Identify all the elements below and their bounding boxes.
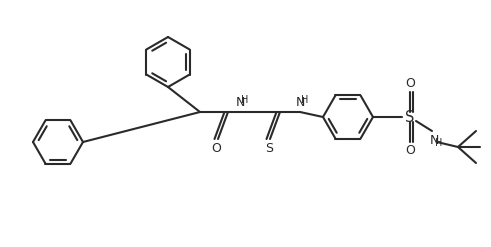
Text: O: O bbox=[211, 143, 221, 156]
Text: O: O bbox=[405, 77, 415, 89]
Text: H: H bbox=[436, 138, 443, 148]
Text: O: O bbox=[405, 144, 415, 158]
Text: N: N bbox=[429, 135, 438, 147]
Text: S: S bbox=[405, 109, 415, 124]
Text: N: N bbox=[235, 96, 245, 108]
Text: H: H bbox=[241, 95, 248, 105]
Text: S: S bbox=[265, 143, 273, 156]
Text: N: N bbox=[295, 96, 305, 108]
Text: H: H bbox=[301, 95, 309, 105]
